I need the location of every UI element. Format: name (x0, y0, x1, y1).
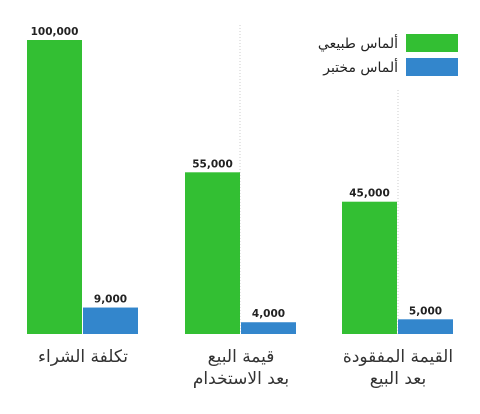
legend-swatch-natural (406, 34, 458, 52)
bars-group (27, 40, 453, 334)
legend-label-natural: ألماس طبيعي (318, 34, 398, 52)
bar-s1-c1 (241, 322, 296, 334)
value-labels-group: 100,000 55,000 45,000 9,000 4,000 5,000 (31, 26, 443, 320)
category-label-1-line-0: قيمة البيع (208, 347, 275, 367)
value-label-s1-c1: 4,000 (252, 308, 285, 320)
legend-label-lab: ألماس مختبر (322, 58, 398, 76)
bar-s1-c0 (83, 307, 138, 334)
value-label-s0-c0: 100,000 (31, 26, 79, 38)
value-label-s1-c2: 5,000 (409, 305, 442, 317)
bar-s0-c0 (27, 40, 82, 334)
value-label-s0-c2: 45,000 (349, 188, 390, 200)
value-label-s0-c1: 55,000 (192, 158, 233, 170)
category-label-2-line-1: بعد البيع (370, 369, 426, 389)
legend: ألماس طبيعي ألماس مختبر (318, 34, 458, 76)
bar-s1-c2 (398, 319, 453, 334)
category-label-2-line-0: القيمة المفقودة (343, 347, 453, 367)
legend-swatch-lab (406, 58, 458, 76)
category-label-1-line-1: بعد الاستخدام (193, 369, 289, 389)
value-label-s1-c0: 9,000 (94, 294, 127, 306)
bar-s0-c2 (342, 201, 397, 334)
bar-s0-c1 (185, 172, 240, 334)
category-label-0-line-0: تكلفة الشراء (38, 347, 128, 367)
